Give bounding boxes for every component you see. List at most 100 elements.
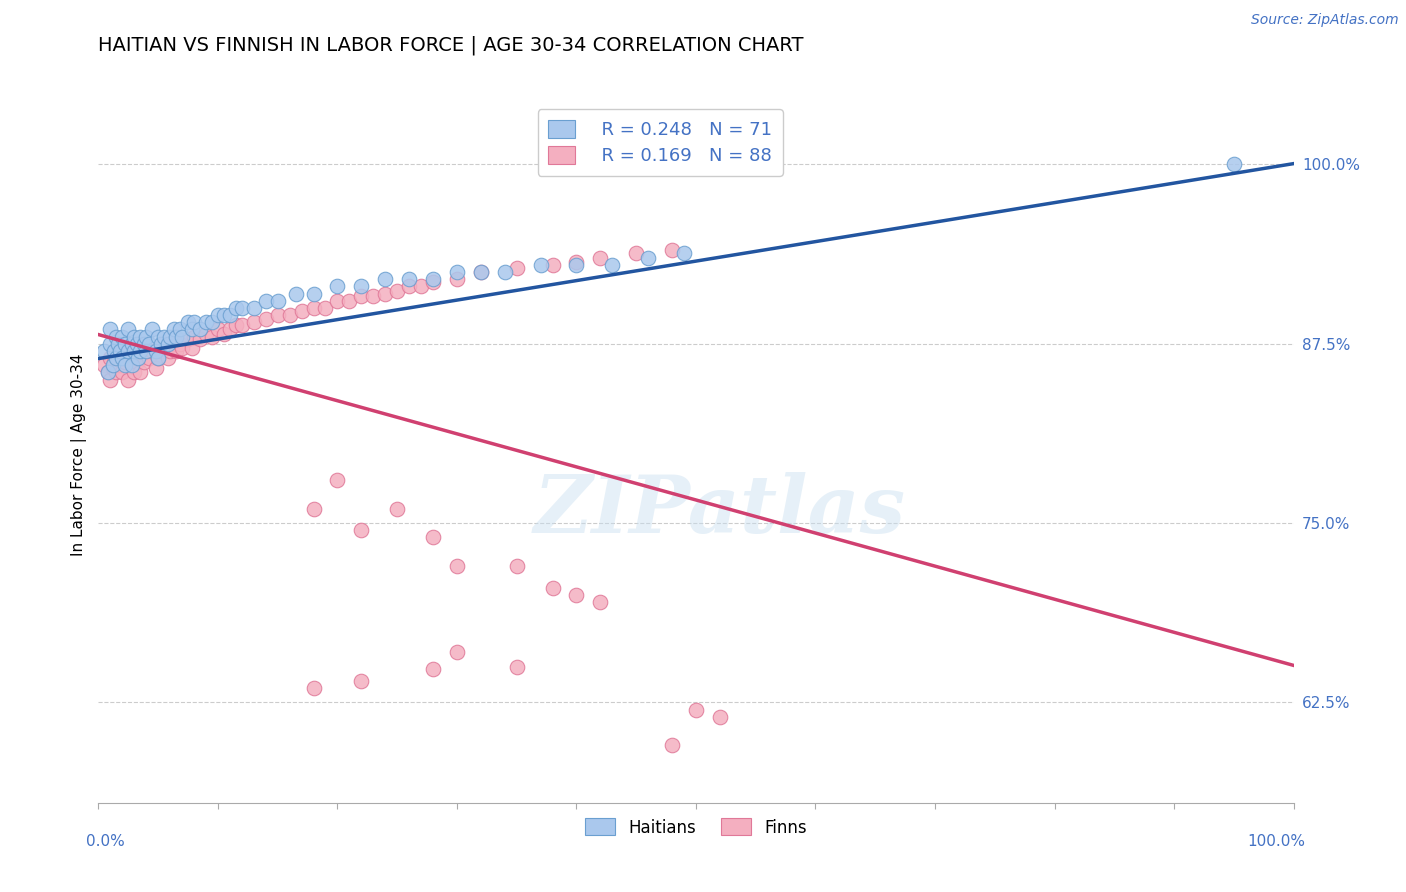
Point	[145, 361, 167, 376]
Text: HAITIAN VS FINNISH IN LABOR FORCE | AGE 30-34 CORRELATION CHART: HAITIAN VS FINNISH IN LABOR FORCE | AGE …	[98, 36, 804, 55]
Point	[398, 272, 420, 286]
Point	[138, 336, 160, 351]
Point	[350, 279, 373, 293]
Point	[446, 272, 468, 286]
Point	[374, 272, 396, 286]
Point	[145, 343, 167, 358]
Point	[183, 329, 205, 343]
Point	[111, 366, 134, 380]
Point	[111, 343, 134, 358]
Text: 0.0%: 0.0%	[87, 834, 125, 849]
Point	[201, 329, 224, 343]
Point	[132, 336, 155, 351]
Point	[117, 322, 139, 336]
Point	[108, 358, 131, 372]
Point	[267, 308, 290, 322]
Point	[153, 329, 176, 343]
Point	[201, 315, 224, 329]
Point	[685, 702, 707, 716]
Point	[111, 351, 134, 365]
Point	[101, 358, 124, 372]
Text: 100.0%: 100.0%	[1247, 834, 1306, 849]
Point	[117, 343, 139, 358]
Point	[124, 366, 146, 380]
Point	[117, 347, 139, 361]
Point	[326, 473, 349, 487]
Legend: Haitians, Finns: Haitians, Finns	[578, 812, 814, 843]
Point	[637, 251, 659, 265]
Point	[165, 343, 187, 358]
Point	[159, 343, 181, 358]
Point	[506, 659, 529, 673]
Point	[302, 501, 325, 516]
Point	[148, 329, 170, 343]
Point	[93, 343, 115, 358]
Point	[411, 279, 433, 293]
Point	[350, 673, 373, 688]
Point	[169, 336, 191, 351]
Point	[98, 336, 122, 351]
Point	[207, 308, 229, 322]
Point	[107, 336, 129, 351]
Point	[541, 581, 564, 595]
Point	[141, 322, 163, 336]
Point	[363, 289, 385, 303]
Point	[188, 322, 211, 336]
Point	[153, 336, 176, 351]
Point	[219, 308, 242, 322]
Point	[422, 530, 444, 544]
Point	[326, 279, 349, 293]
Point	[141, 343, 163, 358]
Point	[446, 559, 468, 574]
Point	[117, 373, 139, 387]
Point	[278, 308, 301, 322]
Point	[105, 343, 128, 358]
Point	[148, 351, 170, 365]
Point	[180, 322, 202, 336]
Point	[114, 336, 136, 351]
Point	[129, 366, 152, 380]
Point	[254, 312, 277, 326]
Point	[506, 559, 529, 574]
Point	[163, 322, 186, 336]
Point	[350, 523, 373, 537]
Point	[125, 355, 148, 369]
Point	[231, 318, 253, 332]
Point	[159, 329, 181, 343]
Point	[98, 322, 122, 336]
Point	[284, 286, 307, 301]
Point	[129, 347, 152, 361]
Point	[188, 333, 211, 347]
Point	[302, 301, 325, 315]
Point	[589, 595, 612, 609]
Point	[195, 326, 218, 341]
Point	[565, 588, 588, 602]
Point	[231, 301, 253, 315]
Point	[105, 351, 128, 365]
Point	[374, 286, 396, 301]
Point	[219, 322, 242, 336]
Point	[422, 272, 444, 286]
Point	[124, 343, 146, 358]
Point	[565, 255, 588, 269]
Text: ZIPatlas: ZIPatlas	[534, 472, 905, 549]
Point	[339, 293, 361, 308]
Point	[98, 351, 122, 365]
Text: Source: ZipAtlas.com: Source: ZipAtlas.com	[1251, 13, 1399, 28]
Point	[149, 336, 172, 351]
Point	[183, 315, 205, 329]
Point	[169, 322, 191, 336]
Point	[127, 351, 149, 365]
Point	[114, 358, 136, 372]
Point	[1223, 157, 1246, 171]
Point	[172, 329, 194, 343]
Point	[446, 645, 468, 659]
Point	[302, 681, 325, 695]
Point	[267, 293, 290, 308]
Point	[225, 318, 247, 332]
Point	[135, 343, 157, 358]
Point	[195, 315, 218, 329]
Point	[103, 343, 125, 358]
Point	[103, 355, 125, 369]
Point	[541, 258, 564, 272]
